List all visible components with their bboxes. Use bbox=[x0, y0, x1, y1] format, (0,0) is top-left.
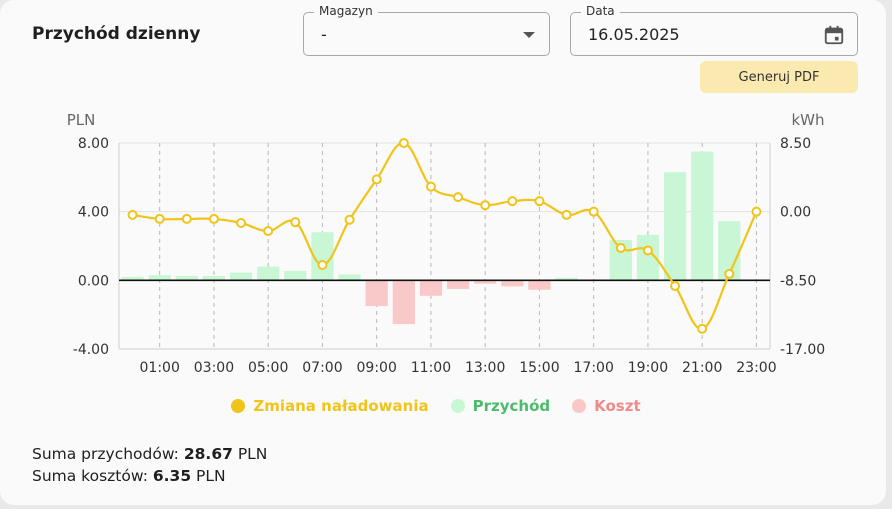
x-tick-label: 15:00 bbox=[519, 360, 559, 376]
right-axis-title: kWh bbox=[791, 111, 824, 129]
legend-label-line: Zmiana naładowania bbox=[253, 397, 429, 415]
x-tick-label: 13:00 bbox=[465, 360, 505, 376]
legend-item-line[interactable]: Zmiana naładowania bbox=[231, 397, 429, 415]
charge-change-point bbox=[127, 209, 138, 220]
x-tick-label: 05:00 bbox=[248, 360, 288, 376]
charge-change-point bbox=[453, 192, 464, 203]
legend-dot-revenue bbox=[450, 399, 465, 413]
x-tick-label: 01:00 bbox=[140, 360, 180, 376]
page-title: Przychód dzienny bbox=[32, 24, 201, 44]
legend-label-revenue: Przychód bbox=[472, 397, 551, 415]
legend-dot-line bbox=[231, 399, 246, 413]
charge-change-point bbox=[534, 196, 545, 207]
cost-total-unit: PLN bbox=[196, 467, 226, 485]
revenue-bar bbox=[175, 276, 198, 281]
date-label: Data bbox=[581, 4, 620, 18]
cost-bar bbox=[446, 280, 470, 289]
calendar-icon[interactable] bbox=[823, 24, 845, 50]
warehouse-label: Magazyn bbox=[314, 4, 378, 18]
charge-change-point bbox=[724, 268, 735, 279]
revenue-bar bbox=[663, 172, 687, 281]
cost-total-label: Suma kosztów: bbox=[32, 467, 148, 485]
x-tick-label: 11:00 bbox=[411, 360, 451, 376]
charge-change-point bbox=[615, 243, 626, 254]
revenue-bar bbox=[338, 274, 361, 281]
charge-change-point bbox=[263, 226, 274, 237]
left-tick-label: -4.00 bbox=[73, 342, 109, 358]
revenue-bar bbox=[284, 270, 307, 281]
charge-change-line bbox=[132, 141, 758, 330]
generate-pdf-button[interactable]: Generuj PDF bbox=[700, 61, 858, 93]
x-tick-label: 19:00 bbox=[628, 360, 668, 376]
charge-change-point bbox=[425, 181, 436, 192]
totals-summary: Suma przychodów: 28.67 PLN Suma kosztów:… bbox=[32, 443, 267, 487]
charge-change-point bbox=[670, 280, 681, 291]
revenue-bar bbox=[148, 275, 171, 281]
revenue-bar bbox=[718, 221, 741, 281]
revenue-total-label: Suma przychodów: bbox=[32, 445, 179, 463]
charge-change-point bbox=[561, 209, 572, 220]
x-tick-label: 21:00 bbox=[682, 360, 722, 376]
charge-change-point bbox=[588, 206, 599, 217]
right-tick-label: -8.50 bbox=[780, 273, 816, 289]
date-field[interactable]: Data 16.05.2025 bbox=[570, 4, 858, 56]
charge-change-point bbox=[371, 174, 382, 185]
date-value: 16.05.2025 bbox=[588, 25, 680, 44]
revenue-bar bbox=[636, 234, 660, 281]
charge-change-point bbox=[480, 200, 491, 211]
cost-bar bbox=[365, 280, 388, 307]
revenue-chart: PLN kWh 8.00 4.00 0.00 -4.00 8.50 0.00 -8.50 -17.… bbox=[67, 111, 825, 376]
cost-bar bbox=[528, 280, 551, 290]
legend-item-revenue[interactable]: Przychód bbox=[450, 397, 551, 415]
warehouse-select[interactable]: Magazyn - bbox=[303, 4, 550, 56]
cost-total-row: Suma kosztów: 6.35 PLN bbox=[32, 465, 267, 487]
cost-bar bbox=[474, 280, 497, 284]
charge-change-point bbox=[398, 138, 409, 148]
charge-change-point bbox=[154, 213, 165, 224]
legend-label-cost: Koszt bbox=[594, 397, 641, 415]
revenue-total-unit: PLN bbox=[237, 445, 268, 463]
charge-change-point bbox=[697, 323, 708, 334]
right-tick-label: -17.00 bbox=[780, 342, 825, 358]
charge-change-point bbox=[507, 196, 518, 207]
revenue-total-row: Suma przychodów: 28.67 PLN bbox=[32, 443, 267, 465]
left-tick-label: 4.00 bbox=[78, 205, 109, 221]
revenue-total-value: 28.67 bbox=[183, 445, 233, 463]
revenue-bar bbox=[229, 272, 253, 281]
revenue-bar bbox=[257, 266, 280, 281]
cost-bar bbox=[501, 280, 524, 287]
revenue-bar bbox=[121, 276, 144, 281]
charge-change-point bbox=[642, 245, 653, 256]
charge-change-point bbox=[208, 213, 219, 224]
charge-change-point bbox=[181, 213, 192, 224]
x-tick-label: 09:00 bbox=[357, 360, 397, 376]
charge-change-point bbox=[290, 217, 301, 228]
chart-legend: Zmiana naładowania Przychód Koszt bbox=[0, 397, 872, 415]
x-tick-label: 17:00 bbox=[574, 360, 614, 376]
x-tick-label: 07:00 bbox=[302, 360, 342, 376]
charge-change-point bbox=[236, 217, 247, 228]
legend-dot-cost bbox=[572, 399, 587, 413]
charge-change-point bbox=[317, 259, 328, 270]
cost-total-value: 6.35 bbox=[152, 467, 192, 485]
left-tick-label: 0.00 bbox=[78, 273, 109, 289]
left-tick-label: 8.00 bbox=[78, 136, 109, 152]
warehouse-value: - bbox=[321, 25, 327, 44]
cost-bar bbox=[392, 280, 415, 325]
revenue-bar bbox=[311, 232, 334, 281]
right-tick-label: 0.00 bbox=[780, 205, 811, 221]
revenue-bar bbox=[555, 277, 578, 281]
right-tick-label: 8.50 bbox=[780, 136, 811, 152]
charge-change-point bbox=[751, 206, 762, 217]
revenue-bar bbox=[202, 276, 226, 281]
x-tick-label: 03:00 bbox=[194, 360, 234, 376]
x-tick-label: 23:00 bbox=[736, 360, 776, 376]
left-axis-title: PLN bbox=[67, 111, 96, 129]
charge-change-point bbox=[344, 214, 355, 225]
revenue-bar bbox=[691, 151, 714, 281]
legend-item-cost[interactable]: Koszt bbox=[572, 397, 641, 415]
cost-bar bbox=[419, 280, 443, 296]
chevron-down-icon[interactable] bbox=[523, 32, 535, 38]
